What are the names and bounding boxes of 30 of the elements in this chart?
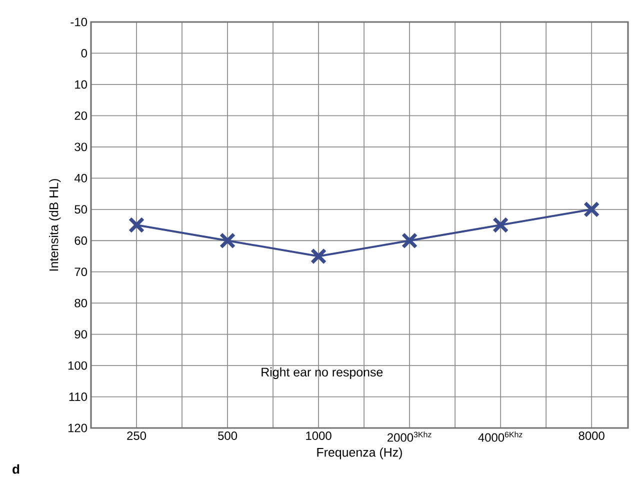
y-tick-label: 50	[74, 205, 88, 214]
y-tick-label: 60	[74, 236, 88, 245]
y-tick-label: 100	[68, 361, 88, 370]
y-tick-label: 120	[68, 424, 88, 432]
point	[583, 201, 600, 218]
x-tick-label: 500	[218, 432, 238, 440]
y-axis-title: Intensita (dB HL)	[49, 179, 61, 271]
y-tick-label: 90	[74, 330, 88, 339]
point	[401, 232, 418, 249]
x-axis-title: Frequenza (Hz)	[317, 448, 402, 460]
y-tick-label: 30	[74, 142, 88, 152]
y-tick-label: 10	[75, 80, 88, 89]
y-tick-label: 110	[69, 392, 88, 401]
y-tick-label: 70	[74, 268, 88, 276]
point	[492, 216, 509, 234]
text: d	[12, 464, 20, 474]
point	[128, 216, 145, 234]
x-tick-label: 250	[127, 432, 146, 440]
x-tick-label: 2000$^{3Khz}$	[388, 432, 432, 442]
annotation: Right ear no response	[262, 367, 383, 379]
y-tick-label: -10	[70, 18, 88, 26]
y-tick-label: 0	[81, 49, 88, 58]
y-tick-label: 40	[74, 174, 88, 182]
x-tick-label: 4000$^{6Khz}$	[478, 432, 522, 442]
x-tick-label: 8000	[578, 432, 604, 440]
x-tick-label: 1000	[306, 432, 332, 440]
y-tick-label: 80	[74, 298, 88, 308]
y-tick-label: 20	[74, 111, 88, 120]
point	[310, 248, 327, 264]
point	[219, 232, 236, 249]
